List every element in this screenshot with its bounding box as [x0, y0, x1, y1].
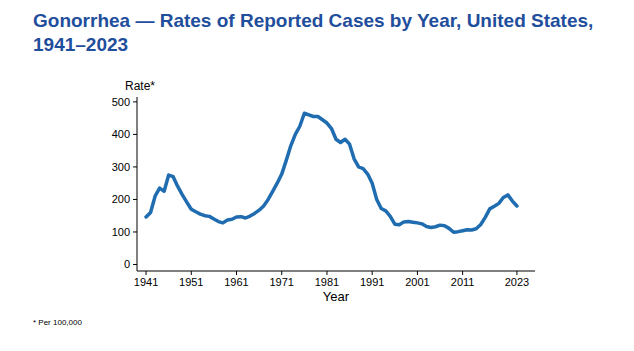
- y-tick-label: 400: [112, 128, 130, 140]
- x-tick: [372, 271, 373, 275]
- x-tick: [146, 271, 147, 275]
- x-tick-label: 2023: [505, 276, 529, 288]
- y-tick-label: 0: [124, 258, 130, 270]
- x-tick-label: 1941: [134, 276, 158, 288]
- y-tick: [133, 264, 137, 265]
- chart: 0 100 200 300 400 500 1941 1951 1961 1971 1981 1991…: [0, 0, 634, 351]
- data-line: [146, 113, 517, 232]
- y-tick: [133, 231, 137, 232]
- x-tick-label: 1971: [269, 276, 293, 288]
- y-tick-label: 200: [112, 193, 130, 205]
- x-tick: [462, 271, 463, 275]
- x-tick: [281, 271, 282, 275]
- x-tick: [236, 271, 237, 275]
- footnote: * Per 100,000: [33, 318, 82, 327]
- x-tick: [516, 271, 517, 275]
- x-tick-label: 2011: [451, 276, 475, 288]
- y-tick: [133, 101, 137, 102]
- y-tick: [133, 134, 137, 135]
- x-tick-label: 1991: [360, 276, 384, 288]
- x-tick-label: 2001: [405, 276, 429, 288]
- title: Gonorrhea — Rates of Reported Cases by Y…: [33, 9, 618, 57]
- x-axis-label: Year: [323, 289, 350, 304]
- y-tick: [133, 166, 137, 167]
- x-tick: [191, 271, 192, 275]
- y-tick-label: 500: [112, 96, 130, 108]
- plot-area: [146, 113, 517, 232]
- y-axis: [137, 97, 138, 271]
- y-tick-label: 300: [112, 161, 130, 173]
- x-axis: [137, 271, 535, 272]
- x-tick-label: 1981: [315, 276, 339, 288]
- x-tick-label: 1951: [179, 276, 203, 288]
- x-tick: [326, 271, 327, 275]
- y-tick: [133, 199, 137, 200]
- y-axis-label: Rate*: [125, 79, 155, 93]
- x-tick: [417, 271, 418, 275]
- x-tick-label: 1961: [224, 276, 248, 288]
- y-tick-label: 100: [112, 226, 130, 238]
